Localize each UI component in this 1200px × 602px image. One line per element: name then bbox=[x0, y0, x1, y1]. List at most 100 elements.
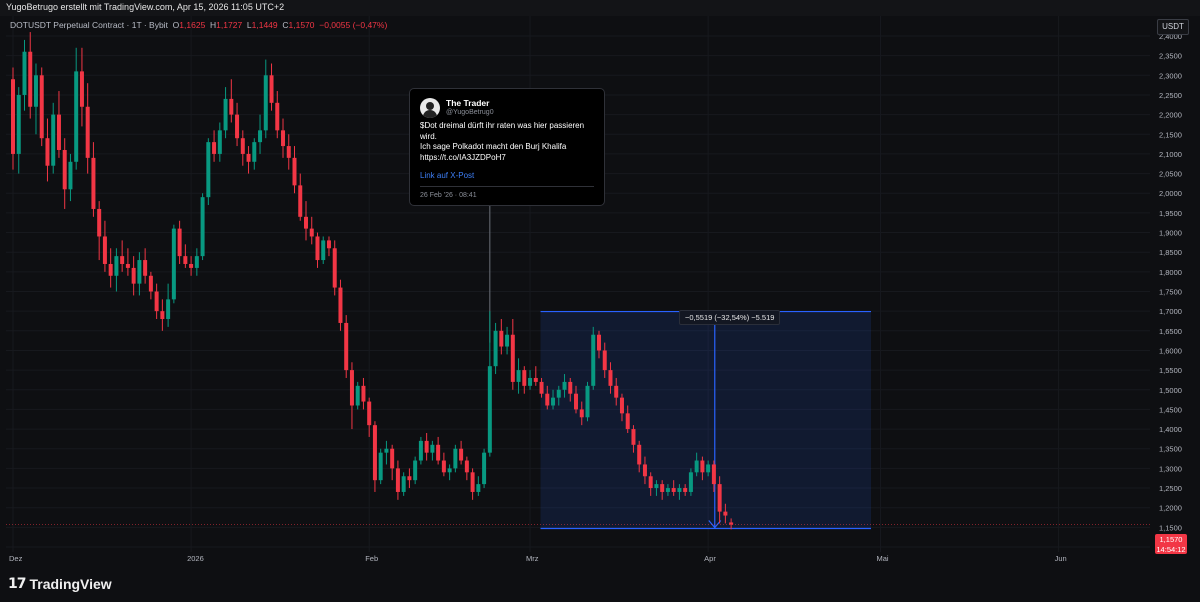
candle-body bbox=[585, 385, 590, 418]
candle-body bbox=[326, 240, 331, 249]
symbol-label[interactable]: DOTUSDT Perpetual Contract · 1T · Bybit bbox=[10, 20, 168, 30]
candle-body bbox=[665, 488, 670, 492]
candle-body bbox=[533, 377, 538, 382]
candle-body bbox=[292, 157, 297, 186]
tweet-body: $Dot dreimal dürft ihr raten was hier pa… bbox=[420, 121, 598, 163]
candle-body bbox=[596, 334, 601, 351]
candle-body bbox=[154, 291, 159, 312]
price-axis bbox=[1150, 16, 1200, 566]
candle-body bbox=[677, 488, 682, 492]
candle-body bbox=[361, 385, 366, 402]
y-tick-label: 1,2000 bbox=[1159, 504, 1182, 513]
x-tick-label: Apr bbox=[704, 554, 716, 563]
candle-body bbox=[45, 138, 50, 166]
candle-body bbox=[487, 366, 492, 453]
y-tick-label: 2,0500 bbox=[1159, 170, 1182, 179]
candle-body bbox=[436, 444, 441, 461]
candle-body bbox=[286, 146, 291, 158]
candle-body bbox=[493, 330, 498, 367]
y-tick-label: 1,8500 bbox=[1159, 248, 1182, 257]
candle-body bbox=[68, 161, 73, 190]
y-tick-label: 2,1500 bbox=[1159, 130, 1182, 139]
candle-body bbox=[102, 236, 107, 264]
y-tick-label: 1,9500 bbox=[1159, 209, 1182, 218]
candle-body bbox=[281, 130, 286, 147]
candle-body bbox=[338, 287, 343, 323]
candle-body bbox=[189, 263, 194, 268]
candle-body bbox=[453, 448, 458, 469]
candle-body bbox=[200, 197, 205, 257]
candle-body bbox=[579, 409, 584, 418]
candle-body bbox=[688, 472, 693, 492]
candle-body bbox=[539, 381, 544, 394]
candle-body bbox=[315, 236, 320, 261]
candle-body bbox=[39, 75, 44, 139]
candle-body bbox=[263, 75, 268, 131]
candle-body bbox=[717, 484, 722, 512]
candle-body bbox=[56, 114, 61, 150]
tweet-line: wird. bbox=[420, 131, 437, 141]
candle-body bbox=[395, 468, 400, 492]
y-tick-label: 1,6000 bbox=[1159, 346, 1182, 355]
candle-body bbox=[556, 389, 561, 398]
x-tick-label: Mai bbox=[876, 554, 888, 563]
candle-body bbox=[602, 350, 607, 371]
candle-body bbox=[482, 452, 487, 485]
candle-body bbox=[608, 370, 613, 386]
candle-body bbox=[269, 75, 274, 103]
candle-body bbox=[631, 429, 636, 445]
candle-body bbox=[700, 460, 705, 473]
candle-body bbox=[671, 488, 676, 492]
current-price-value: 1,1570 bbox=[1159, 535, 1183, 544]
candle-body bbox=[729, 522, 734, 525]
candle-body bbox=[51, 114, 56, 166]
change-value: −0,0055 (−0,47%) bbox=[319, 20, 388, 30]
tradingview-logo[interactable]: 17 TradingView bbox=[8, 576, 112, 592]
y-tick-label: 1,2500 bbox=[1159, 484, 1182, 493]
candle-body bbox=[625, 413, 630, 430]
candle-body bbox=[252, 142, 257, 162]
chart-area[interactable]: 2,4000 2,3500 2,3000 2,2500 2,2000 2,1500 2,10… bbox=[0, 16, 1200, 566]
y-tick-label: 1,5500 bbox=[1159, 366, 1182, 375]
tradingview-logo-icon: 17 bbox=[8, 576, 27, 592]
candle-body bbox=[235, 114, 240, 139]
open-label: O bbox=[172, 20, 180, 30]
y-tick-label: 2,2500 bbox=[1159, 91, 1182, 100]
tweet-card[interactable]: The Trader @YugoBetrug0 $Dot dreimal dür… bbox=[409, 88, 605, 206]
candle-body bbox=[384, 448, 389, 453]
x-tick-label: Dez bbox=[9, 554, 23, 563]
candle-body bbox=[148, 275, 153, 292]
candle-body bbox=[79, 71, 84, 107]
candle-body bbox=[114, 256, 119, 276]
currency-button[interactable]: USDT bbox=[1157, 19, 1189, 35]
candle-body bbox=[16, 94, 21, 154]
candle-body bbox=[441, 460, 446, 473]
candle-body bbox=[648, 476, 653, 489]
y-tick-label: 1,3000 bbox=[1159, 464, 1182, 473]
tweet-divider bbox=[420, 186, 594, 187]
candle-body bbox=[298, 185, 303, 217]
y-tick-label: 1,8000 bbox=[1159, 268, 1182, 277]
y-tick-label: 1,4000 bbox=[1159, 425, 1182, 434]
top-attribution-bar: YugoBetrugo erstellt mit TradingView.com… bbox=[0, 0, 1200, 17]
candle-body bbox=[390, 448, 395, 469]
candle-body bbox=[62, 149, 67, 190]
candle-body bbox=[568, 381, 573, 394]
low-value: 1,1449 bbox=[251, 20, 278, 30]
candle-body bbox=[275, 102, 280, 131]
measure-box bbox=[540, 311, 872, 529]
x-tick-label: Mrz bbox=[526, 554, 539, 563]
candle-body bbox=[372, 425, 377, 481]
candle-body bbox=[430, 444, 435, 453]
y-tick-label: 1,5000 bbox=[1159, 386, 1182, 395]
candle-body bbox=[85, 106, 90, 158]
ohlc-legend: DOTUSDT Perpetual Contract · 1T · Bybit … bbox=[10, 20, 387, 30]
candle-body bbox=[476, 484, 481, 492]
candle-body bbox=[706, 464, 711, 473]
candle-body bbox=[367, 401, 372, 426]
candle-body bbox=[522, 370, 527, 386]
tweet-author-name: The Trader bbox=[446, 98, 490, 108]
candle-body bbox=[683, 488, 688, 492]
tweet-link[interactable]: Link auf X-Post bbox=[420, 171, 475, 180]
y-tick-label: 2,1000 bbox=[1159, 150, 1182, 159]
